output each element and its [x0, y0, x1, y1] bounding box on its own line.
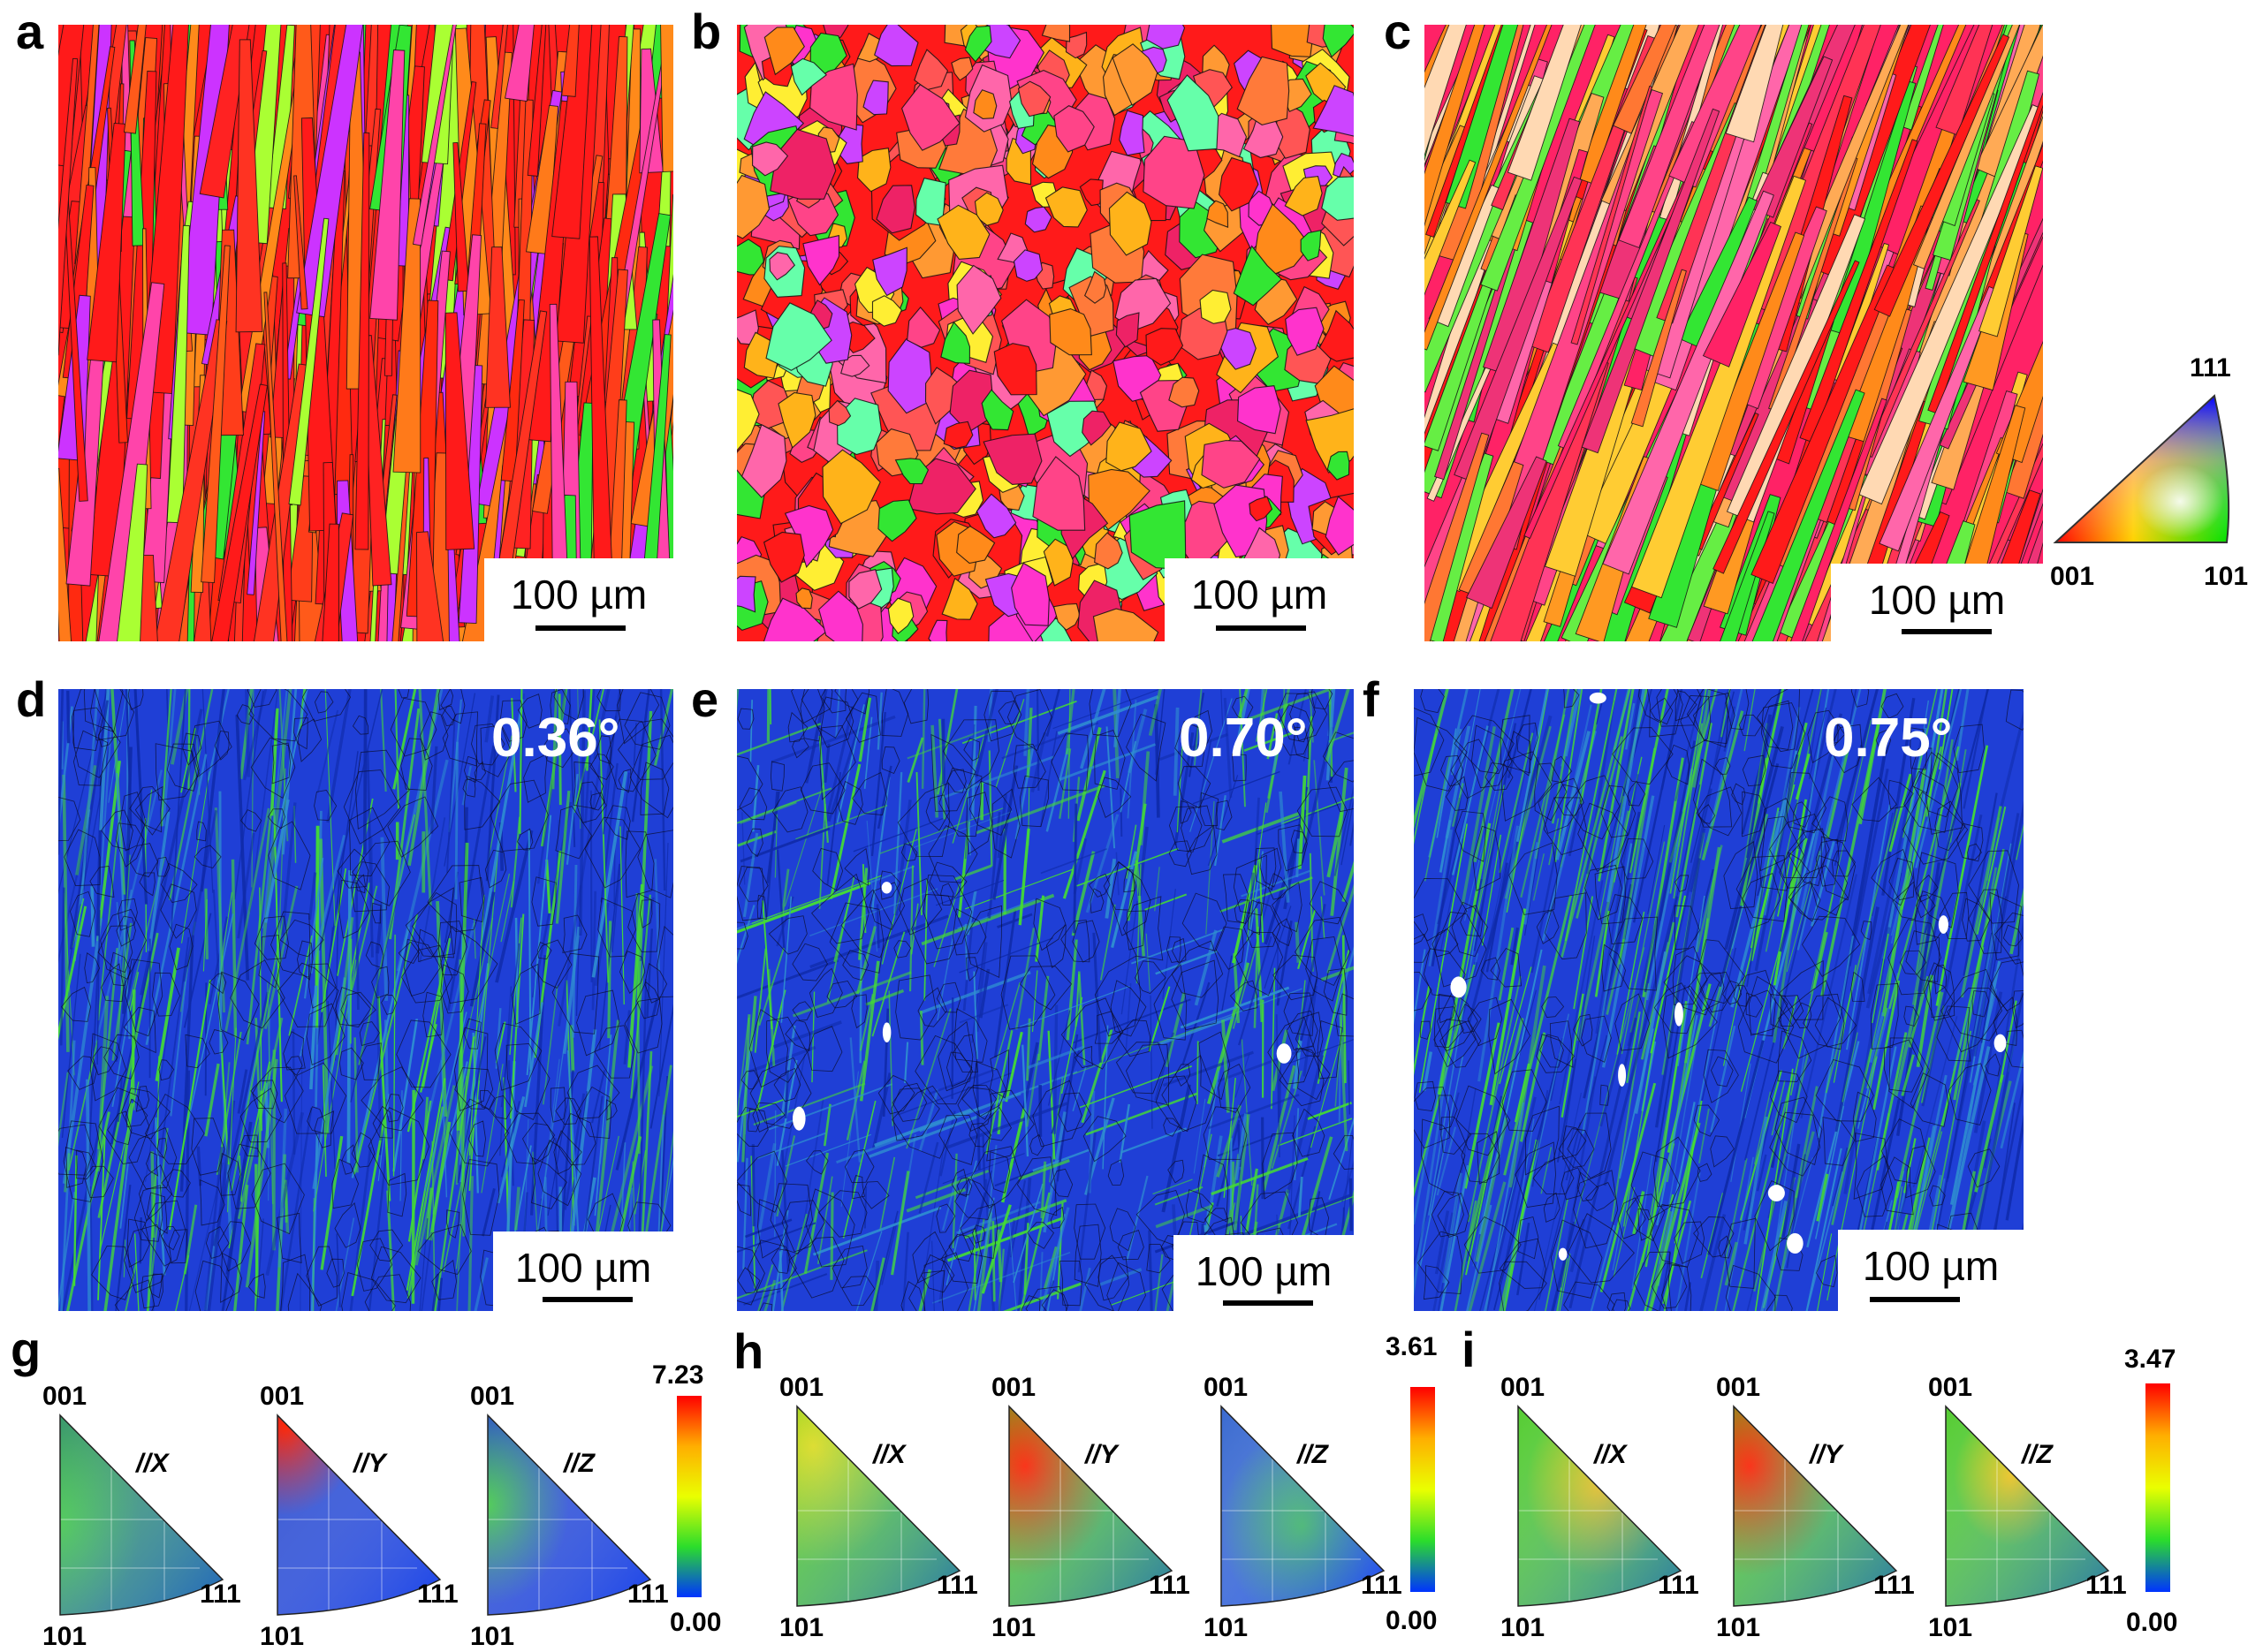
scale-bar-label: 100 µm [1195, 1248, 1333, 1294]
inverse-pole-figure [795, 1405, 963, 1608]
scale-bar-line [1902, 629, 1992, 634]
colorbar-g-max: 7.23 [652, 1360, 704, 1390]
pole-figure-111-label: 111 [937, 1571, 978, 1600]
scale-bar-line [1223, 1300, 1313, 1306]
pole-figure-111-label: 111 [1149, 1571, 1190, 1600]
panel-label-g: g [11, 1322, 42, 1377]
panel-label-a: a [16, 4, 44, 59]
pole-figure-axis-label: //Z [1297, 1440, 1328, 1469]
pole-figure-001-label: 001 [260, 1382, 305, 1411]
kam-map-f [1414, 689, 2024, 1311]
scale-bar-d: 100 µm [493, 1231, 673, 1311]
pole-figure-axis-label: //Z [2022, 1440, 2053, 1469]
colorbar-h-max: 3.61 [1386, 1332, 1438, 1361]
pole-figure-111-label: 111 [417, 1580, 459, 1609]
ipf-key-101: 101 [2204, 562, 2249, 591]
pole-figure-001-label: 001 [1716, 1373, 1761, 1402]
panel-label-h: h [733, 1323, 764, 1379]
pole-figure-axis-label: //X [1594, 1440, 1627, 1469]
ipf-key-111: 111 [2190, 353, 2231, 383]
inverse-pole-figure [1007, 1405, 1175, 1608]
ipf-key-001: 001 [2050, 562, 2095, 591]
kam-average-e: 0.70° [1179, 708, 1308, 769]
scale-bar-label: 100 µm [1190, 572, 1328, 618]
scale-bar-line [1216, 625, 1306, 631]
pole-figure-101-label: 101 [42, 1622, 87, 1651]
pole-figure-axis-label: //Y [353, 1449, 386, 1478]
pole-figure-axis-label: //X [873, 1440, 906, 1469]
panel-label-f: f [1363, 671, 1379, 727]
scale-bar-e: 100 µm [1173, 1235, 1354, 1315]
pole-figure-101-label: 101 [1716, 1613, 1761, 1642]
panel-label-b: b [691, 4, 722, 59]
pole-figure-001-label: 001 [1204, 1373, 1249, 1402]
pole-figure-111-label: 111 [1873, 1571, 1915, 1600]
panel-label-i: i [1462, 1322, 1476, 1377]
ipf-map-b [737, 25, 1354, 641]
pole-figure-101-label: 101 [1204, 1613, 1249, 1642]
pole-figure-111-label: 111 [200, 1580, 241, 1609]
pole-figure-111-label: 111 [1361, 1571, 1402, 1600]
inverse-pole-figure [1516, 1405, 1684, 1608]
inverse-pole-figure [1219, 1405, 1387, 1608]
colorbar-i [2145, 1383, 2170, 1592]
scale-bar-line [1870, 1297, 1960, 1302]
pole-figure-001-label: 001 [1500, 1373, 1545, 1402]
scale-bar-a: 100 µm [484, 558, 673, 641]
colorbar-g [677, 1396, 702, 1597]
colorbar-h [1410, 1387, 1435, 1592]
inverse-pole-figure [1732, 1405, 1900, 1608]
pole-figure-101-label: 101 [1500, 1613, 1545, 1642]
scale-bar-label: 100 µm [1862, 1243, 2000, 1289]
kam-map-e [737, 689, 1354, 1311]
scale-bar-label: 100 µm [1868, 577, 2006, 623]
pole-figure-111-label: 111 [2085, 1571, 2127, 1600]
pole-figure-axis-label: //Y [1085, 1440, 1118, 1469]
inverse-pole-figure [58, 1413, 226, 1617]
pole-figure-101-label: 101 [1928, 1613, 1973, 1642]
pole-figure-axis-label: //Y [1810, 1440, 1842, 1469]
kam-map-d [58, 689, 673, 1311]
colorbar-i-min: 0.00 [2126, 1608, 2178, 1637]
inverse-pole-figure [1944, 1405, 2112, 1608]
panel-label-d: d [16, 671, 47, 727]
pole-figure-001-label: 001 [470, 1382, 515, 1411]
scale-bar-b: 100 µm [1165, 558, 1354, 641]
scale-bar-label: 100 µm [514, 1245, 652, 1291]
ipf-color-key [2052, 387, 2237, 546]
pole-figure-111-label: 111 [1658, 1571, 1699, 1600]
pole-figure-101-label: 101 [779, 1613, 824, 1642]
scale-bar-line [535, 625, 626, 631]
pole-figure-111-label: 111 [627, 1580, 669, 1609]
inverse-pole-figure [486, 1413, 654, 1617]
ipf-map-c [1424, 25, 2043, 641]
scale-bar-c: 100 µm [1831, 564, 2043, 643]
colorbar-i-max: 3.47 [2124, 1345, 2176, 1374]
colorbar-h-min: 0.00 [1386, 1606, 1438, 1635]
scale-bar-label: 100 µm [510, 572, 648, 618]
scale-bar-f: 100 µm [1838, 1230, 2024, 1311]
ipf-map-a [58, 25, 673, 641]
pole-figure-001-label: 001 [779, 1373, 824, 1402]
pole-figure-001-label: 001 [991, 1373, 1037, 1402]
pole-figure-001-label: 001 [42, 1382, 87, 1411]
pole-figure-axis-label: //X [136, 1449, 169, 1478]
pole-figure-101-label: 101 [470, 1622, 515, 1651]
inverse-pole-figure [276, 1413, 444, 1617]
kam-average-d: 0.36° [491, 708, 620, 769]
panel-label-c: c [1384, 4, 1412, 59]
pole-figure-axis-label: //Z [564, 1449, 595, 1478]
colorbar-g-min: 0.00 [670, 1608, 722, 1637]
scale-bar-line [543, 1297, 633, 1302]
kam-average-f: 0.75° [1824, 708, 1953, 769]
pole-figure-001-label: 001 [1928, 1373, 1973, 1402]
pole-figure-101-label: 101 [260, 1622, 305, 1651]
pole-figure-101-label: 101 [991, 1613, 1037, 1642]
panel-label-e: e [691, 671, 719, 727]
